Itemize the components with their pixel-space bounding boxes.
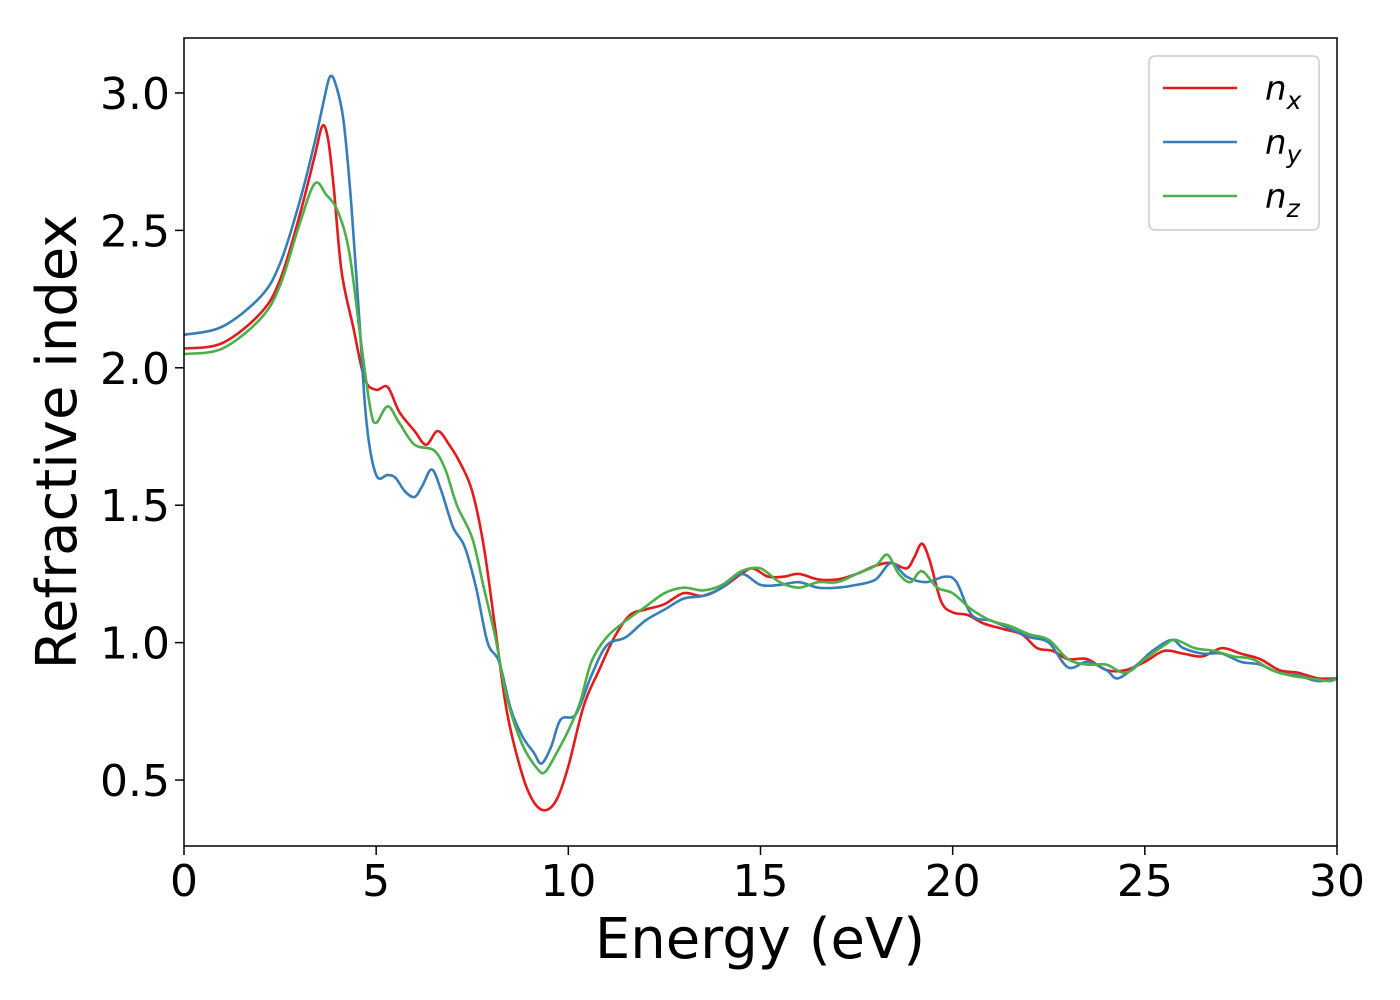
- x-tick-label: 20: [925, 856, 981, 907]
- series-line-ny: [184, 74, 1337, 765]
- x-tick-label: 10: [540, 856, 596, 907]
- series-line-nz: [184, 181, 1337, 775]
- y-tick-label: 3.0: [100, 69, 170, 120]
- x-tick-label: 25: [1117, 856, 1173, 907]
- x-axis-ticks: 0 5 10 15 20 25 30: [170, 846, 1365, 907]
- y-tick-label: 1.5: [100, 481, 170, 532]
- x-tick-label: 30: [1309, 856, 1365, 907]
- y-tick-label: 2.0: [100, 344, 170, 395]
- x-tick-label: 0: [170, 856, 198, 907]
- x-axis-label: Energy (eV): [595, 907, 925, 972]
- y-axis-ticks: 0.5 1.0 1.5 2.0 2.5 3.0: [100, 69, 184, 807]
- y-tick-label: 2.5: [100, 206, 170, 257]
- x-tick-label: 5: [362, 856, 390, 907]
- x-tick-label: 15: [733, 856, 789, 907]
- y-tick-label: 0.5: [100, 756, 170, 807]
- series-layer: [184, 74, 1337, 812]
- y-axis-label: Refractive index: [25, 215, 90, 670]
- y-tick-label: 1.0: [100, 619, 170, 670]
